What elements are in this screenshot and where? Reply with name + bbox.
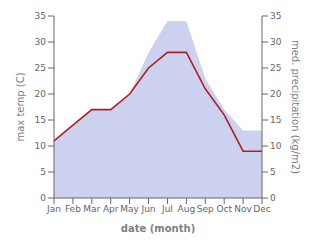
svg-text:20: 20: [35, 89, 47, 99]
svg-text:Jun: Jun: [141, 204, 156, 214]
svg-text:Mar: Mar: [83, 204, 100, 214]
svg-text:25: 25: [270, 63, 281, 73]
svg-text:20: 20: [270, 89, 282, 99]
svg-text:25: 25: [35, 63, 46, 73]
svg-text:May: May: [120, 204, 139, 214]
svg-text:Dec: Dec: [253, 204, 270, 214]
svg-text:Apr: Apr: [103, 204, 119, 214]
svg-text:10: 10: [35, 141, 47, 151]
svg-text:Jul: Jul: [161, 204, 173, 214]
svg-text:0: 0: [40, 193, 46, 203]
svg-text:Oct: Oct: [216, 204, 232, 214]
svg-text:15: 15: [270, 115, 281, 125]
svg-text:35: 35: [35, 11, 46, 21]
svg-text:35: 35: [270, 11, 281, 21]
svg-text:30: 30: [35, 37, 47, 47]
svg-text:30: 30: [270, 37, 282, 47]
svg-text:med. precipitation (kg/m2): med. precipitation (kg/m2): [290, 40, 301, 174]
svg-text:5: 5: [40, 167, 46, 177]
svg-text:date (month): date (month): [121, 223, 195, 234]
svg-text:Jan: Jan: [46, 204, 61, 214]
svg-text:10: 10: [270, 141, 282, 151]
svg-text:Nov: Nov: [234, 204, 252, 214]
svg-text:max temp (C): max temp (C): [15, 72, 26, 141]
svg-text:15: 15: [35, 115, 46, 125]
svg-text:Feb: Feb: [65, 204, 81, 214]
svg-text:5: 5: [270, 167, 276, 177]
svg-text:0: 0: [270, 193, 276, 203]
svg-text:Aug: Aug: [178, 204, 196, 214]
svg-text:Sep: Sep: [197, 204, 214, 214]
